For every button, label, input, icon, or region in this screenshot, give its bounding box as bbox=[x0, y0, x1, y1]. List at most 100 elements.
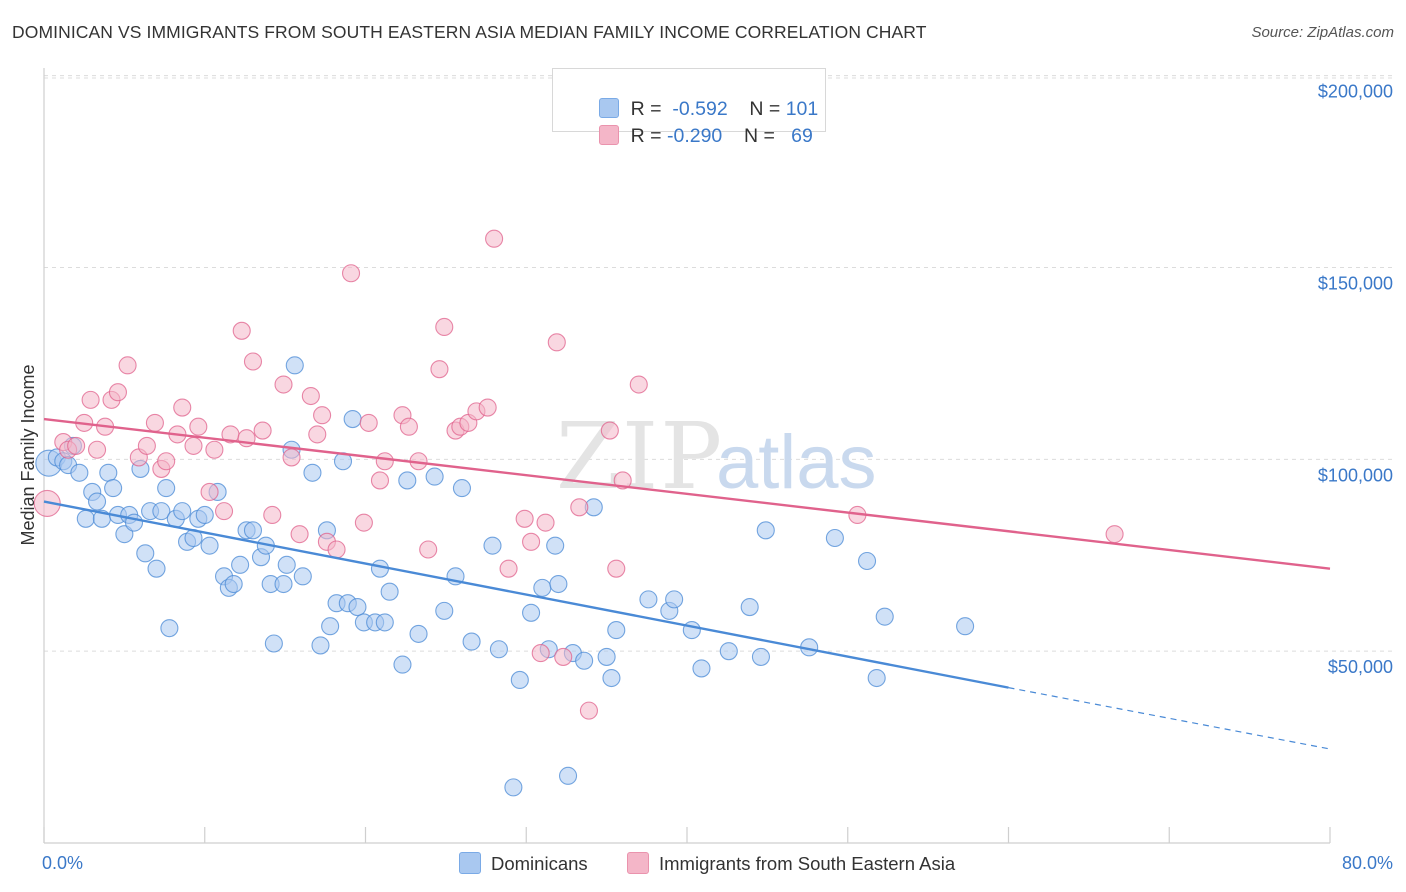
immigrant-point bbox=[145, 413, 164, 432]
immigrant-point bbox=[478, 398, 497, 417]
dominican-point bbox=[136, 544, 155, 563]
dominican-point bbox=[303, 463, 322, 482]
stats-legend-row-immigrants: R = -0.290 N = 69 bbox=[577, 102, 813, 147]
immigrant-point bbox=[243, 352, 263, 371]
immigrant-point bbox=[67, 436, 86, 455]
dominican-point bbox=[597, 647, 616, 666]
dominican-point bbox=[147, 559, 166, 578]
y-tick-label: $100,000 bbox=[1318, 465, 1393, 485]
immigrant-point bbox=[118, 356, 137, 375]
y-tick-label: $150,000 bbox=[1318, 274, 1393, 294]
n-value: 69 bbox=[791, 125, 813, 147]
y-tick-label: $50,000 bbox=[1328, 657, 1393, 677]
r-label: R = bbox=[630, 98, 662, 120]
dominican-point bbox=[104, 479, 123, 498]
dominican-point bbox=[195, 505, 214, 525]
dominican-point bbox=[522, 603, 541, 622]
immigrant-point bbox=[499, 559, 518, 578]
immigrant-point bbox=[600, 421, 619, 440]
r-value: -0.290 bbox=[666, 125, 723, 147]
chart-source: Source: ZipAtlas.com bbox=[1251, 24, 1394, 41]
dominican-point bbox=[321, 617, 340, 636]
immigrant-point bbox=[435, 317, 454, 337]
dominican-point bbox=[243, 521, 263, 540]
n-label: N = bbox=[743, 125, 775, 147]
immigrant-point bbox=[547, 333, 566, 352]
dominican-point bbox=[504, 778, 523, 797]
watermark-zip: ZIP bbox=[556, 403, 724, 510]
dominican-point bbox=[343, 410, 362, 429]
dominican-point bbox=[264, 634, 283, 653]
immigrant-point bbox=[515, 509, 534, 528]
dominican-point bbox=[224, 574, 243, 594]
immigrant-point bbox=[531, 644, 550, 663]
immigrant-point bbox=[522, 532, 541, 551]
legend-label-immigrants: Immigrants from South Eastern Asia bbox=[659, 853, 956, 874]
immigrant-point bbox=[108, 383, 127, 402]
legend-item-immigrants: Immigrants from South Eastern Asia bbox=[627, 852, 955, 875]
legend-label-dominicans: Dominicans bbox=[491, 853, 588, 874]
dominican-point bbox=[452, 479, 472, 498]
dominican-point bbox=[483, 536, 502, 555]
immigrant-point bbox=[81, 390, 100, 409]
dominican-point bbox=[575, 651, 594, 670]
dominican-point bbox=[87, 492, 107, 511]
x-tick-label-min: 0.0% bbox=[42, 853, 83, 873]
dominican-point bbox=[639, 590, 658, 609]
dominican-point bbox=[375, 613, 394, 632]
immigrant-point bbox=[137, 436, 156, 455]
n-label: N = bbox=[749, 98, 781, 120]
dominican-point bbox=[70, 463, 89, 482]
dominican-point bbox=[489, 640, 508, 659]
dominican-point bbox=[274, 574, 293, 594]
dominican-point bbox=[740, 597, 759, 617]
immigrant-point bbox=[579, 701, 598, 720]
immigrant-point bbox=[214, 502, 234, 521]
immigrant-point bbox=[87, 440, 107, 459]
n-value: 101 bbox=[785, 98, 819, 120]
immigrant-point bbox=[189, 417, 208, 436]
immigrant-point bbox=[375, 452, 394, 471]
dominican-point bbox=[277, 555, 296, 574]
watermark-atlas: atlas bbox=[716, 420, 877, 505]
immigrant-point bbox=[359, 413, 378, 432]
dominican-point bbox=[99, 463, 118, 482]
immigrants-points bbox=[33, 229, 1124, 720]
trend-lines bbox=[43, 417, 1331, 750]
legend-item-dominicans: Dominicans bbox=[459, 852, 588, 875]
y-axis-label: Median Family Income bbox=[18, 364, 38, 545]
dominican-point bbox=[285, 356, 304, 375]
immigrant-point bbox=[354, 513, 373, 532]
stats-legend: R = -0.592 N = 101 R = -0.290 N = 69 bbox=[552, 68, 826, 147]
dominican-point bbox=[173, 502, 192, 521]
x-axis-ticks bbox=[43, 827, 1331, 843]
dominican-point bbox=[825, 528, 844, 548]
dominican-point bbox=[76, 509, 95, 528]
immigrant-point bbox=[430, 360, 449, 379]
dominican-point bbox=[692, 659, 711, 678]
dominican-point bbox=[756, 521, 775, 540]
dominican-point bbox=[682, 621, 701, 640]
legend-swatch-blue bbox=[598, 98, 619, 118]
dominican-point bbox=[665, 590, 684, 609]
immigrant-point bbox=[341, 264, 361, 283]
dominican-point bbox=[435, 601, 454, 620]
immigrant-point bbox=[485, 229, 504, 248]
dominican-point bbox=[293, 567, 312, 586]
dominican-point bbox=[152, 502, 171, 521]
r-value: -0.592 bbox=[672, 98, 728, 120]
dominican-point bbox=[751, 647, 770, 666]
y-tick-label: $200,000 bbox=[1318, 82, 1393, 102]
immigrant-point bbox=[536, 513, 555, 532]
dominican-point bbox=[311, 636, 330, 655]
dominican-point bbox=[607, 621, 626, 640]
immigrant-point bbox=[263, 505, 282, 525]
immigrant-point bbox=[399, 417, 418, 436]
dominican-point bbox=[231, 555, 250, 574]
legend-swatch-dominicans bbox=[459, 852, 481, 874]
immigrant-point bbox=[554, 647, 573, 666]
dominican-point bbox=[380, 582, 399, 601]
dominican-point bbox=[200, 536, 219, 555]
dominican-point bbox=[867, 668, 886, 688]
immigrant-point bbox=[570, 498, 589, 517]
